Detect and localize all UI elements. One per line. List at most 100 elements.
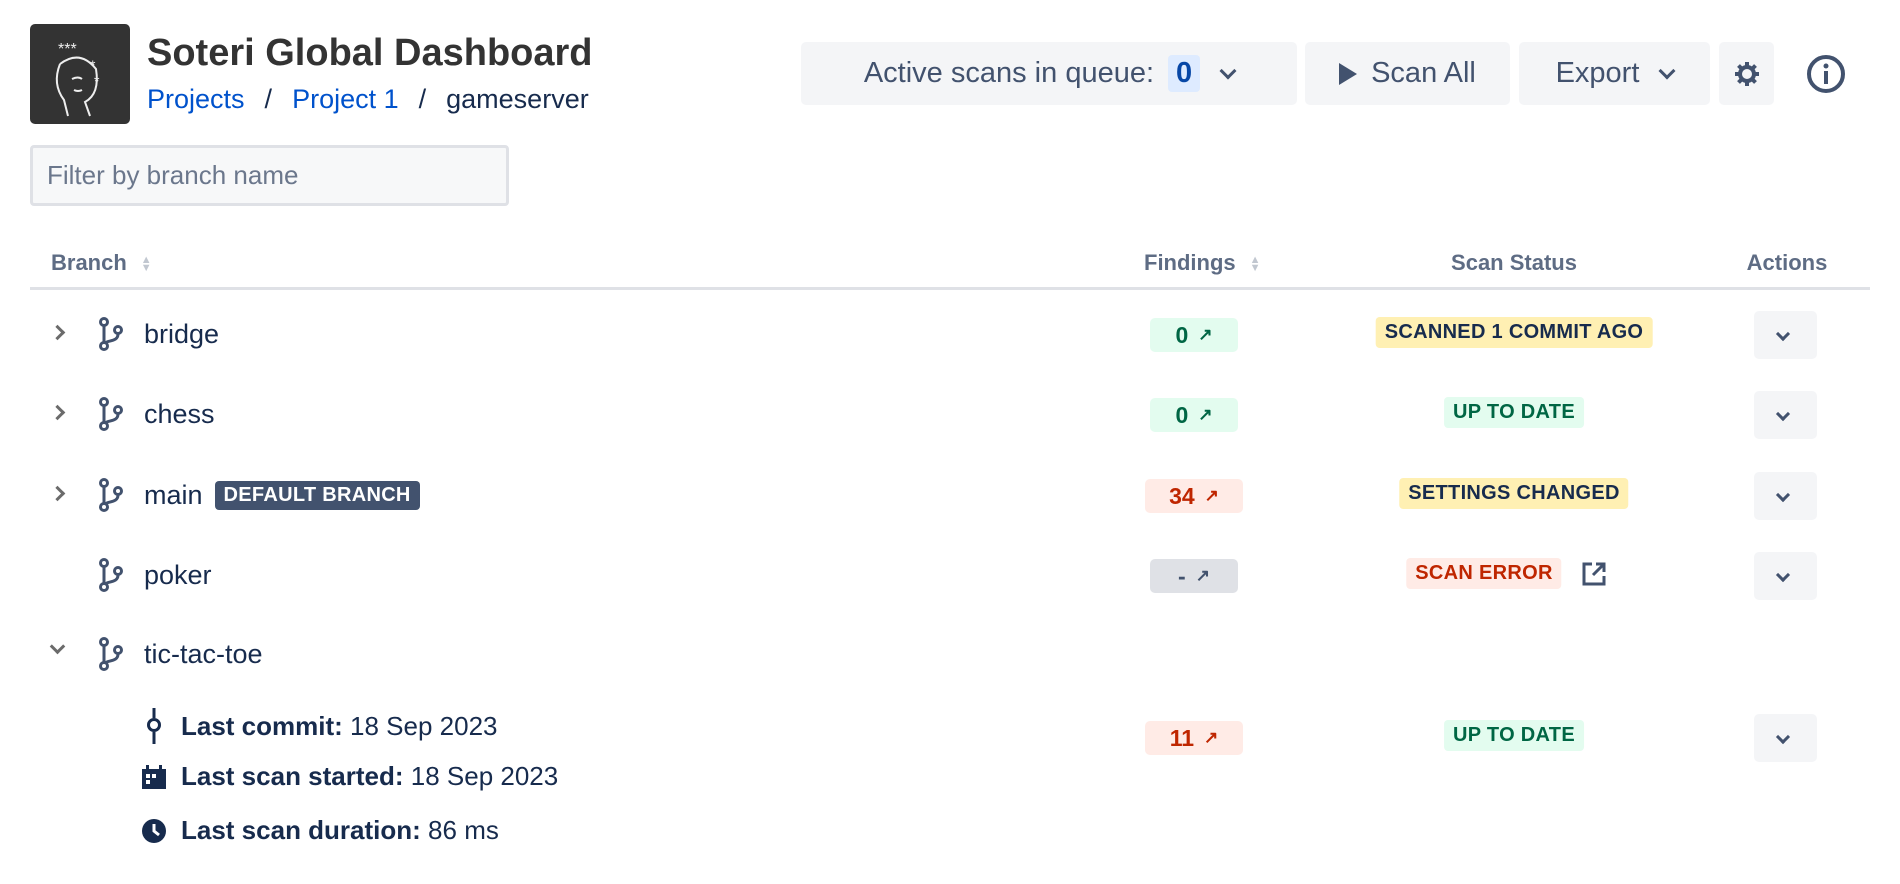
scan-status-badge: UP TO DATE [1444,397,1584,428]
arrow-up-right-icon: ↗ [1204,728,1219,747]
table-row: main DEFAULT BRANCH 34 ↗ SETTINGS CHANGED [0,466,1900,526]
findings-badge[interactable]: 0 ↗ [1150,398,1238,432]
row-actions-button[interactable] [1754,714,1817,762]
scan-status-badge: SCANNED 1 COMMIT AGO [1375,317,1653,348]
info-button[interactable] [1806,54,1846,99]
branch-name-label: chess [144,399,215,429]
chevron-down-icon [1775,326,1791,342]
chevron-down-icon [1775,406,1791,422]
header-findings[interactable]: Findings ▲ ▼ [1144,250,1261,276]
breadcrumb-projects[interactable]: Projects [147,84,245,114]
branch-name[interactable]: bridge [144,319,219,350]
findings-badge[interactable]: 11 ↗ [1145,721,1243,755]
row-actions-button[interactable] [1754,472,1817,520]
table-row: poker - ↗ SCAN ERROR [0,546,1900,606]
header-branch-label: Branch [51,250,127,275]
export-button[interactable]: Export [1519,42,1710,105]
detail-item: Last scan started: 18 Sep 2023 [141,761,558,792]
scan-status-badge: SETTINGS CHANGED [1399,478,1629,509]
detail-value: 18 Sep 2023 [342,710,498,741]
svg-text:***: *** [58,41,77,58]
default-branch-badge: DEFAULT BRANCH [214,481,420,510]
info-icon [1807,55,1845,93]
clock-icon [141,818,167,843]
chevron-right-icon[interactable] [49,324,66,341]
branch-name[interactable]: chess [144,399,215,430]
branch-name-label: tic-tac-toe [144,639,263,669]
breadcrumb-current: gameserver [446,84,589,114]
findings-badge[interactable]: 0 ↗ [1150,318,1238,352]
sort-icon: ▲ ▼ [1249,254,1261,275]
active-scans-dropdown[interactable]: Active scans in queue: 0 [801,42,1297,105]
branch-filter-input[interactable] [30,145,509,206]
detail-text: Last scan started: 18 Sep 2023 [181,761,558,792]
page-title: Soteri Global Dashboard [147,32,593,74]
row-actions-button[interactable] [1754,552,1817,600]
branch-name[interactable]: main DEFAULT BRANCH [144,480,420,511]
chevron-down-icon [1219,62,1237,79]
scan-status-badge: SCAN ERROR [1406,558,1562,589]
findings-badge[interactable]: 34 ↗ [1145,479,1243,513]
breadcrumb: Projects / Project 1 / gameserver [147,84,589,115]
external-link-icon[interactable] [1581,561,1607,592]
detail-value: 18 Sep 2023 [403,761,559,791]
branch-icon [98,637,124,676]
chevron-right-icon[interactable] [49,404,66,421]
branch-name[interactable]: poker [144,560,212,591]
header-scan-status: Scan Status [1451,250,1577,275]
table-row: bridge 0 ↗ SCANNED 1 COMMIT AGO [0,305,1900,365]
breadcrumb-separator: / [418,84,427,114]
header-branch[interactable]: Branch ▲ ▼ [51,250,152,276]
detail-item: Last scan duration: 86 ms [141,815,499,846]
detail-item: Last commit: 18 Sep 2023 [141,708,498,744]
branch-name[interactable]: tic-tac-toe [144,639,263,670]
commit-icon [141,708,167,744]
sort-icon: ▲ ▼ [140,254,152,275]
branch-icon [98,317,124,356]
breadcrumb-project-1[interactable]: Project 1 [292,84,399,114]
queue-label: Active scans in queue: [863,57,1155,89]
branch-icon [98,478,124,517]
chevron-down-icon [1658,62,1676,79]
findings-count: 0 [1175,401,1189,428]
findings-badge[interactable]: - ↗ [1150,559,1238,593]
chevron-right-icon[interactable] [49,485,66,502]
detail-label: Last commit: [181,710,343,741]
findings-count: 0 [1175,321,1189,348]
arrow-up-right-icon: ↗ [1198,325,1213,344]
detail-label: Last scan started: [181,761,404,791]
chevron-down-icon [1775,487,1791,503]
branch-name-label: bridge [144,319,220,349]
chevron-down-icon [1775,729,1791,745]
arrow-up-right-icon: ↗ [1204,486,1219,505]
findings-count: 34 [1169,482,1195,509]
detail-label: Last scan duration: [181,815,421,845]
table-row: tic-tac-toe 11 ↗ UP TO DATE [0,625,1900,762]
play-icon [1339,62,1358,85]
header-actions: Actions [1746,250,1828,275]
branch-name-label: main [144,480,203,510]
scan-all-button[interactable]: Scan All [1305,42,1510,105]
table-row: chess 0 ↗ UP TO DATE [0,385,1900,445]
findings-count: 11 [1169,724,1195,751]
findings-count: - [1178,562,1186,589]
row-actions-button[interactable] [1754,391,1817,439]
row-actions-button[interactable] [1754,311,1817,359]
breadcrumb-separator: / [264,84,273,114]
header-findings-label: Findings [1144,250,1236,275]
header-divider [30,287,1870,290]
calendar-icon [141,764,167,789]
chevron-down-icon [1775,567,1791,583]
gear-icon [1734,61,1759,86]
detail-text: Last commit: 18 Sep 2023 [181,711,498,742]
settings-button[interactable] [1719,42,1774,105]
scan-all-label: Scan All [1371,57,1476,89]
branch-icon [98,558,124,597]
chevron-down-icon[interactable] [49,638,66,655]
arrow-up-right-icon: ↗ [1198,405,1213,424]
scan-status-badge: UP TO DATE [1444,720,1584,751]
branch-name-label: poker [144,560,212,590]
soteri-logo: *** * * [30,24,130,124]
queue-count: 0 [1168,55,1201,92]
arrow-up-right-icon: ↗ [1195,566,1210,585]
